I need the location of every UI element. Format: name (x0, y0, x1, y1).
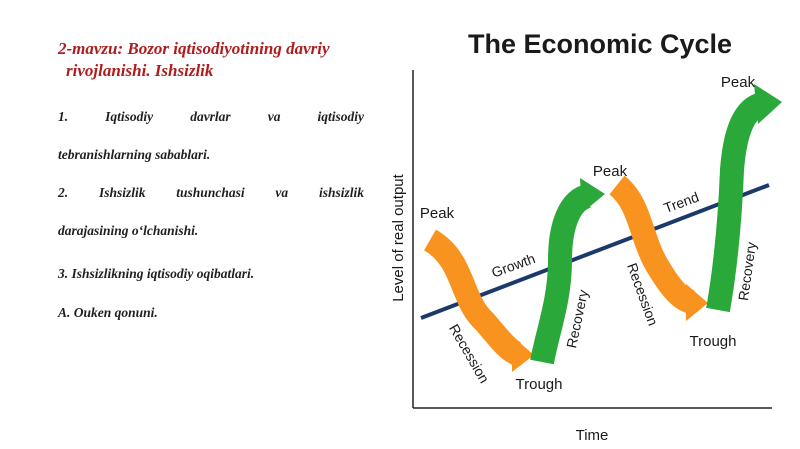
peak-label-2: Peak (593, 163, 628, 180)
recovery-arrow-1 (530, 178, 605, 365)
y-axis-label: Level of real output (390, 173, 407, 301)
list-item-1-line1: 1. Iqtisodiy davrlar va iqtisodiy (58, 109, 364, 124)
topic-heading-line2: rivojlanishi. Ishsizlik (66, 61, 214, 80)
list-item-4: A. Ouken qonuni. (58, 305, 158, 320)
topic-heading-line1: 2-mavzu: Bozor iqtisodiyotining davriy (58, 39, 330, 58)
peak-label-1: Peak (420, 205, 455, 222)
topic-heading: 2-mavzu: Bozor iqtisodiyotining davriy r… (58, 38, 364, 82)
diagram-title: The Economic Cycle (468, 29, 732, 59)
peak-label-3: Peak (721, 74, 756, 91)
recovery-arrow-2 (706, 84, 782, 313)
list-item-3: 3. Ishsizlikning iqtisodiy oqibatlari. (58, 266, 255, 281)
trough-label-1: Trough (516, 376, 563, 393)
recovery-label-2: Recovery (735, 241, 759, 302)
recession-arrow-2 (608, 175, 708, 321)
trough-label-2: Trough (690, 333, 737, 350)
recession-arrow-1 (423, 229, 534, 372)
list-item-2-line1: 2. Ishsizlik tushunchasi va ishsizlik (58, 185, 364, 200)
x-axis-label: Time (576, 427, 609, 444)
topic-text-panel: 2-mavzu: Bozor iqtisodiyotining davriy r… (58, 38, 364, 321)
list-item-2-line2: darajasining o‘lchanishi. (58, 223, 199, 238)
list-item-1-line2: tebranishlarning sabablari. (58, 147, 211, 162)
